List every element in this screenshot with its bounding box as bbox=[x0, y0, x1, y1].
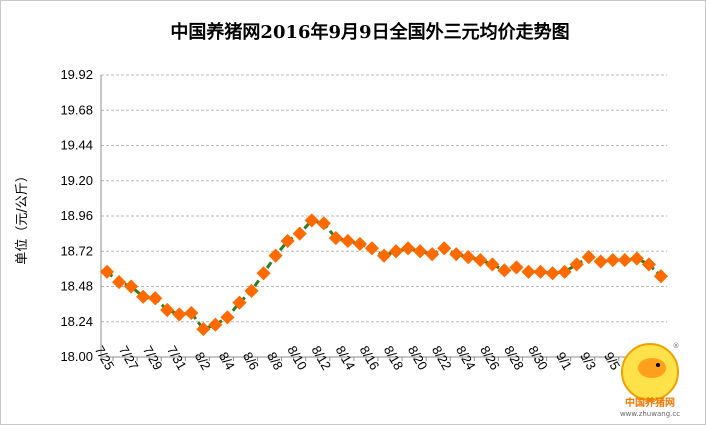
data-point bbox=[401, 241, 416, 256]
logo-url: www.zhuwang.cc bbox=[620, 410, 680, 418]
x-tick-label: 8/20 bbox=[405, 343, 431, 372]
y-tick-label: 18.24 bbox=[60, 314, 93, 329]
x-tick-label: 8/26 bbox=[477, 343, 503, 372]
x-tick-label: 8/18 bbox=[381, 343, 407, 372]
data-point bbox=[304, 213, 319, 228]
data-point bbox=[148, 291, 163, 306]
x-tick-label: 9/3 bbox=[577, 349, 599, 372]
data-point bbox=[328, 230, 343, 246]
data-point bbox=[172, 307, 187, 322]
data-point bbox=[485, 257, 500, 272]
data-point bbox=[340, 233, 355, 249]
data-point bbox=[641, 257, 657, 272]
data-point bbox=[581, 250, 596, 265]
logo-text: 中国养猪网 bbox=[625, 396, 675, 409]
data-point bbox=[220, 310, 235, 325]
y-tick-labels: 18.00 18.24 18.48 18.72 18.96 19.20 19.44 19.68… bbox=[60, 67, 93, 364]
data-point bbox=[352, 236, 367, 251]
data-point bbox=[268, 248, 283, 263]
data-point bbox=[569, 257, 584, 272]
data-point bbox=[111, 275, 127, 290]
data-point bbox=[497, 263, 512, 278]
data-point bbox=[256, 266, 271, 281]
x-tick-label: 8/4 bbox=[216, 349, 238, 372]
x-tick-label: 8/2 bbox=[192, 349, 214, 372]
chart-title: 中国养猪网2016年9月9日全国外三元均价走势图 bbox=[170, 21, 569, 43]
x-tick-label: 8/24 bbox=[453, 343, 479, 372]
x-tick-label: 8/30 bbox=[525, 343, 551, 372]
data-point bbox=[364, 241, 380, 256]
data-point bbox=[99, 264, 115, 279]
x-tick-label: 8/14 bbox=[333, 343, 359, 372]
y-axis-label: 单位（元/公斤） bbox=[15, 169, 30, 264]
pig-eye-icon bbox=[656, 363, 660, 367]
data-point bbox=[196, 322, 211, 337]
data-point bbox=[160, 302, 175, 318]
registered-mark: ® bbox=[673, 342, 680, 350]
x-tick-label: 8/12 bbox=[309, 343, 335, 372]
x-tick-label: 9/1 bbox=[553, 349, 575, 372]
data-point bbox=[521, 264, 536, 279]
data-point bbox=[316, 216, 331, 231]
y-tick-label: 18.48 bbox=[60, 279, 93, 294]
data-point bbox=[617, 252, 632, 268]
x-tick-label: 8/16 bbox=[357, 343, 383, 372]
pig-icon bbox=[638, 358, 666, 378]
data-point bbox=[593, 254, 608, 269]
x-tick-label: 8/28 bbox=[501, 343, 527, 372]
y-tick-label: 18.72 bbox=[60, 243, 93, 258]
y-tick-label: 19.92 bbox=[60, 67, 93, 82]
data-point bbox=[533, 264, 548, 279]
y-tick-label: 18.00 bbox=[60, 349, 93, 364]
data-point bbox=[629, 251, 644, 266]
data-point bbox=[425, 247, 440, 262]
data-point bbox=[388, 244, 404, 259]
data-point bbox=[557, 264, 572, 279]
data-point bbox=[545, 266, 560, 281]
data-point bbox=[437, 241, 452, 256]
data-point bbox=[232, 295, 247, 310]
data-point bbox=[605, 252, 620, 268]
axes bbox=[100, 75, 668, 361]
logo: 中国养猪网 www.zhuwang.cc ® bbox=[620, 342, 680, 418]
data-point bbox=[184, 305, 199, 321]
data-point bbox=[208, 317, 223, 332]
x-tick-label: 8/10 bbox=[284, 343, 310, 372]
x-tick-label: 7/25 bbox=[92, 343, 118, 372]
data-point bbox=[449, 247, 464, 262]
data-point bbox=[124, 279, 139, 294]
x-tick-labels: 7/257/277/297/31 8/2 8/4 8/6 8/88/108/128/14… bbox=[92, 343, 672, 372]
data-point bbox=[280, 233, 295, 249]
x-tick-label: 7/31 bbox=[164, 343, 190, 372]
x-tick-label: 8/8 bbox=[264, 349, 286, 372]
data-point bbox=[413, 244, 428, 259]
data-point bbox=[244, 283, 259, 298]
data-point bbox=[376, 248, 392, 263]
gridlines bbox=[101, 74, 667, 323]
y-tick-label: 19.68 bbox=[60, 102, 93, 117]
x-tick-label: 7/29 bbox=[140, 343, 166, 372]
y-tick-label: 19.20 bbox=[60, 173, 93, 188]
y-tick-label: 18.96 bbox=[60, 208, 93, 223]
y-tick-label: 19.44 bbox=[60, 138, 93, 153]
data-point bbox=[461, 250, 476, 265]
data-point bbox=[473, 252, 488, 268]
data-point bbox=[653, 269, 669, 284]
data-point bbox=[136, 289, 151, 304]
x-tick-label: 8/6 bbox=[240, 349, 262, 372]
x-tick-label: 9/5 bbox=[601, 349, 623, 372]
data-point bbox=[509, 260, 524, 275]
series-group bbox=[99, 213, 669, 337]
x-tick-label: 7/27 bbox=[116, 343, 142, 372]
x-tick-label: 8/22 bbox=[429, 343, 455, 372]
data-point bbox=[292, 226, 307, 241]
